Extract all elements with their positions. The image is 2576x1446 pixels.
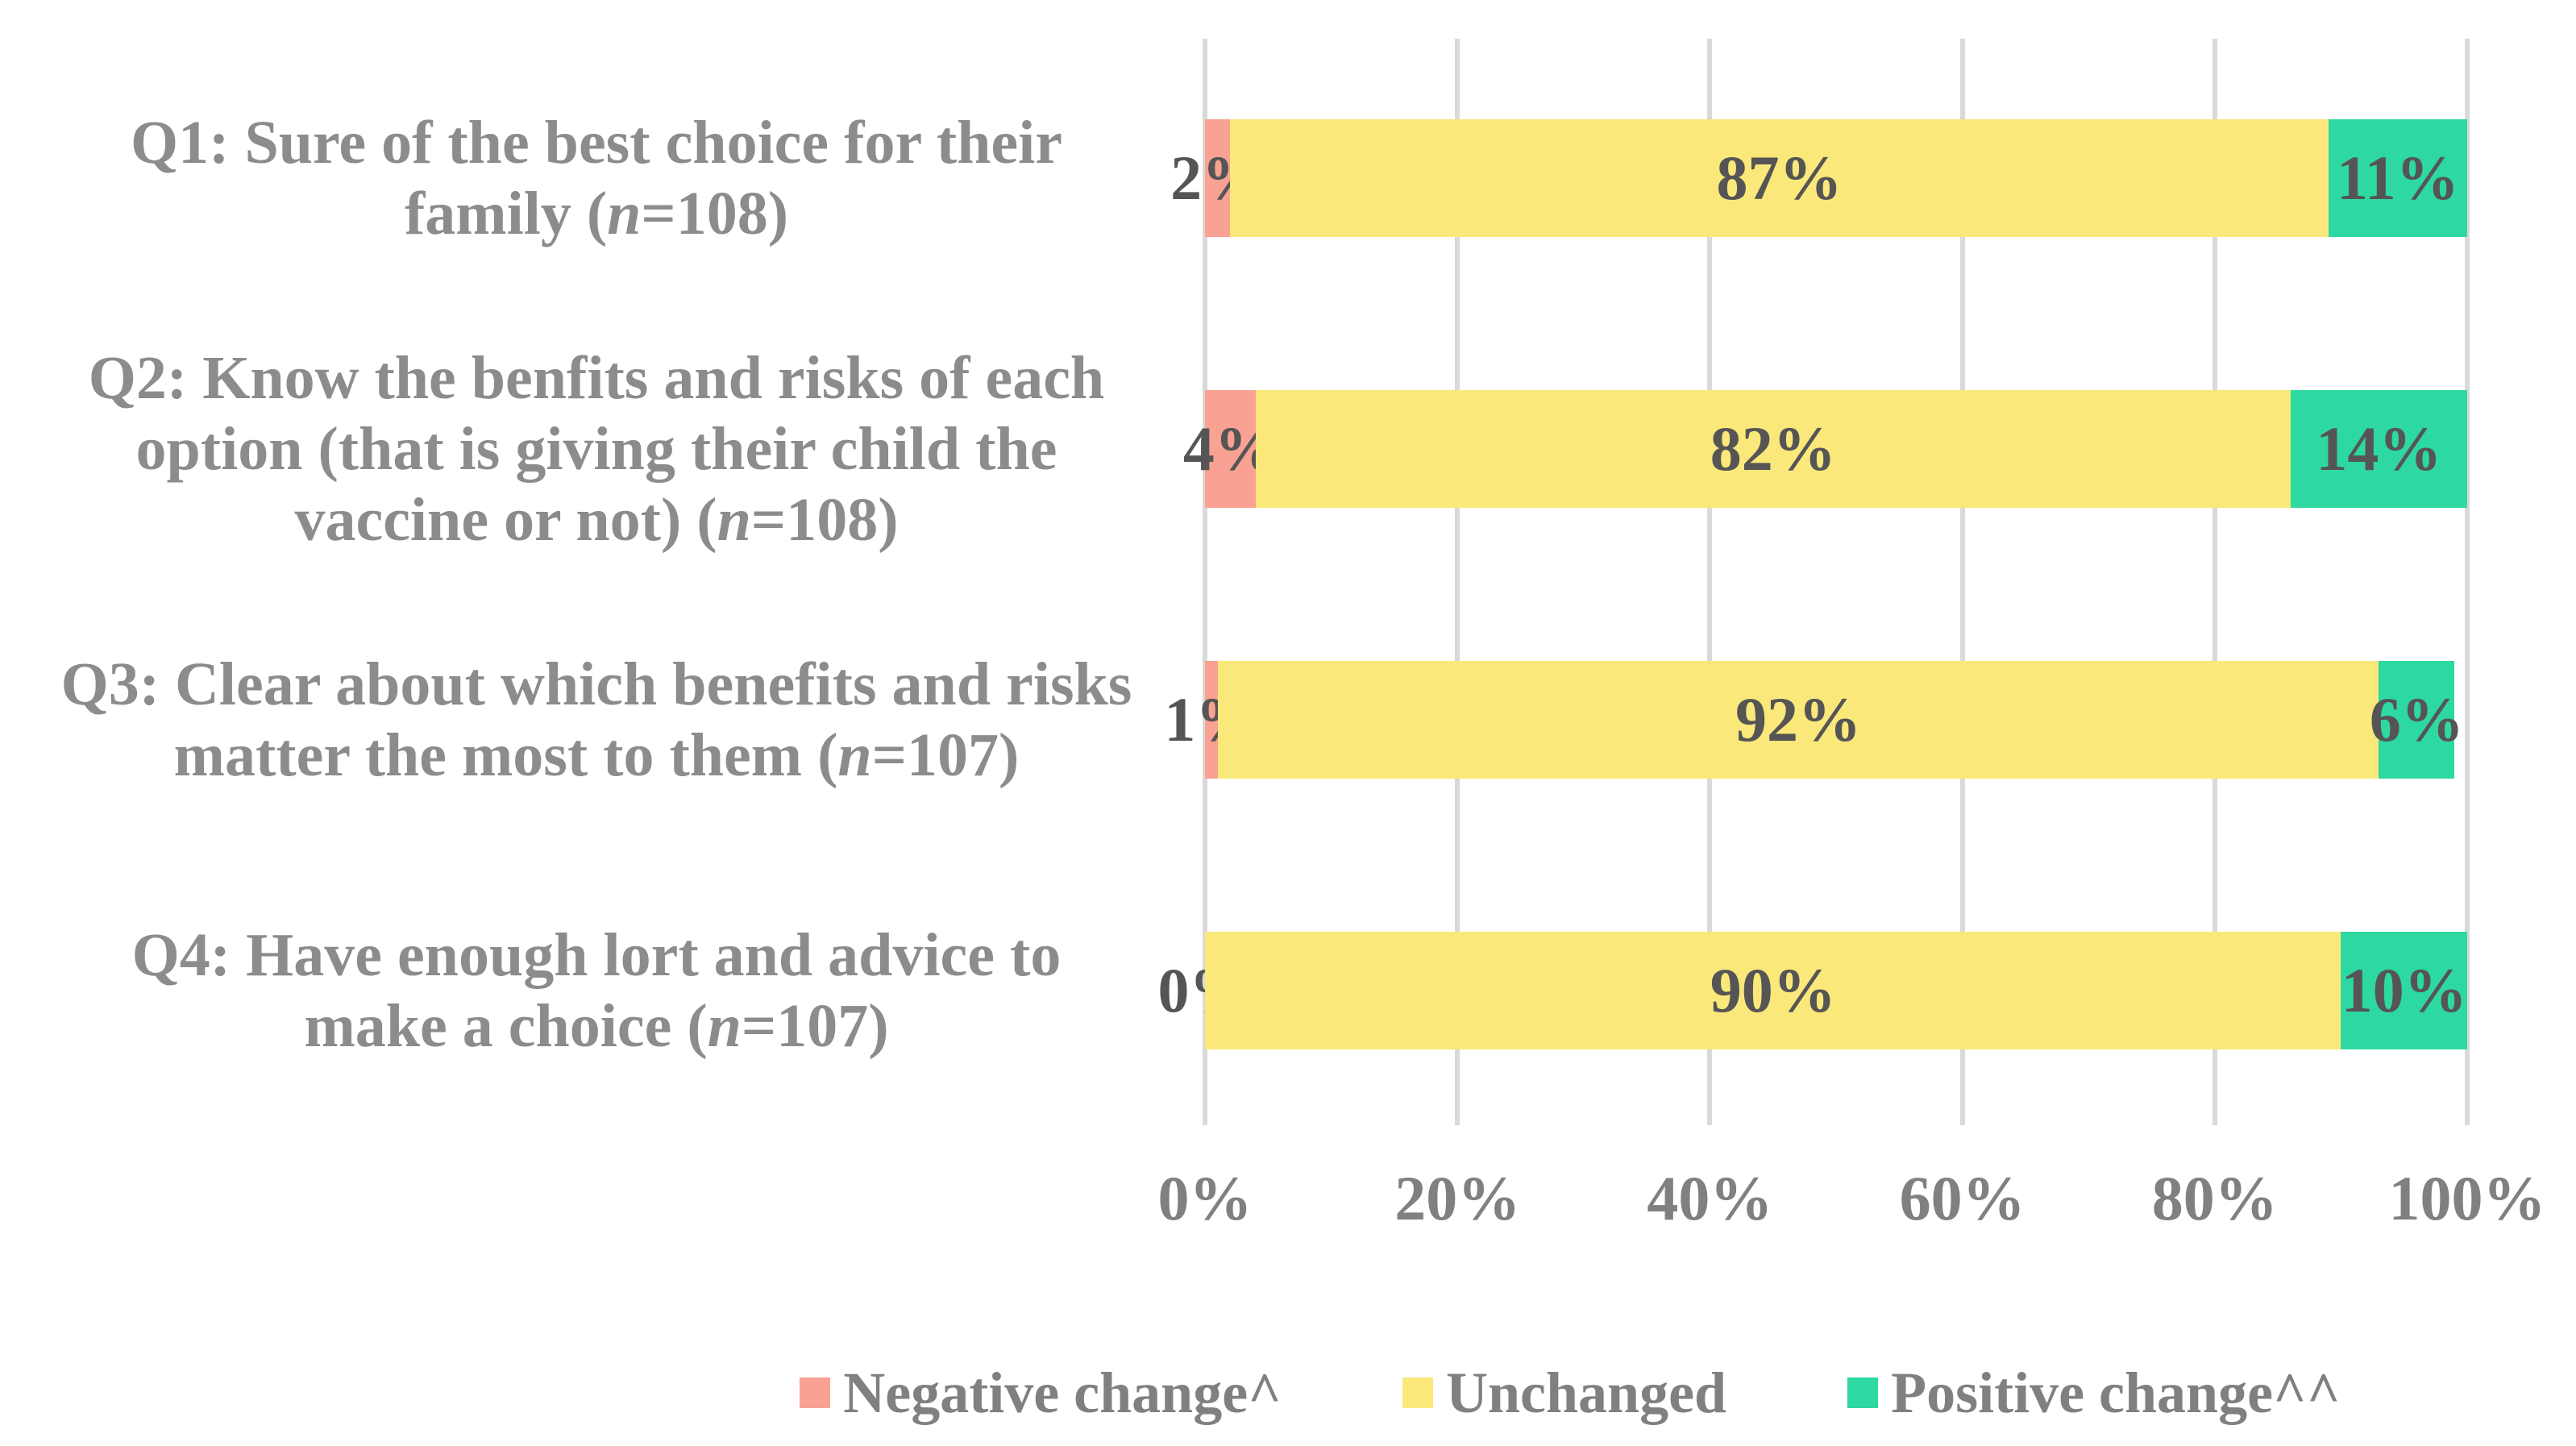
- bar-segment-negative-change-: [1205, 119, 1231, 237]
- category-line: family (n=108): [404, 180, 789, 247]
- legend: Negative change^ Unchanged Positive change…: [564, 1364, 2576, 1422]
- data-label: 14%: [2316, 413, 2442, 484]
- gridline-60%: [1959, 39, 1965, 1125]
- bar-segment-positive-change--: [2379, 661, 2455, 779]
- legend-label: Positive change^^: [1891, 1361, 2341, 1425]
- x-axis-tick-80%: 80%: [2151, 1163, 2278, 1233]
- legend-item-negative-change-: Negative change^: [800, 1364, 1282, 1422]
- data-label: 92%: [1735, 684, 1862, 754]
- legend-item-positive-change--: Positive change^^: [1847, 1364, 2341, 1422]
- gridline-20%: [1455, 39, 1460, 1125]
- legend-marker-icon: [1847, 1377, 1879, 1408]
- bar-segment-unchanged: [1230, 119, 2329, 237]
- bar-segment-unchanged: [1217, 661, 2379, 779]
- legend-marker-icon: [800, 1377, 831, 1408]
- x-axis-tick-40%: 40%: [1647, 1163, 1773, 1233]
- category-line: Q3: Clear about which benefits and risks: [60, 650, 1132, 718]
- data-label: 6%: [2369, 684, 2464, 754]
- x-axis-tick-60%: 60%: [1899, 1163, 2025, 1233]
- category-line: matter the most to them (n=107): [173, 721, 1020, 789]
- bar-segment-positive-change--: [2341, 932, 2467, 1049]
- legend-label: Unchanged: [1446, 1361, 1727, 1425]
- data-label: 11%: [2337, 143, 2459, 213]
- legend-marker-icon: [1402, 1377, 1433, 1408]
- bar-row-q2: 4% 82% 14%: [1183, 390, 2467, 508]
- x-axis-tick-20%: 20%: [1394, 1163, 1521, 1233]
- bar-row-q3: 1% 92% 6%: [1164, 661, 2467, 779]
- data-label: 90%: [1710, 955, 1836, 1025]
- data-label: 87%: [1716, 143, 1843, 213]
- x-axis-tick-0%: 0%: [1157, 1163, 1253, 1233]
- category-line: Q2: Know the benfits and risks of each: [88, 344, 1105, 412]
- data-label: 10%: [2341, 955, 2467, 1025]
- bar-row-q4: 0%90%10%: [1158, 932, 2467, 1049]
- bar-segment-negative-change-: [1205, 390, 1256, 508]
- plot-area: [1203, 39, 2470, 1125]
- bar-segment-positive-change--: [2290, 390, 2467, 508]
- category-line: Q1: Sure of the best choice for their: [131, 109, 1062, 177]
- data-label: 82%: [1710, 413, 1836, 484]
- category-line: option (that is giving their child the: [135, 415, 1057, 483]
- category-line: make a choice (n=107): [304, 992, 889, 1060]
- bar-segment-positive-change--: [2328, 119, 2467, 237]
- bar-segment-negative-change-: [1205, 661, 1218, 779]
- bar-segment-unchanged: [1205, 932, 2341, 1049]
- category-label-q3: Q3: Clear about which benefits and risks…: [32, 649, 1161, 791]
- category-label-q4: Q4: Have enough lort and advice to make a…: [32, 920, 1161, 1062]
- x-axis-tick-100%: 100%: [2388, 1163, 2546, 1233]
- category-label-q2: Q2: Know the benfits and risks of each op…: [32, 343, 1161, 555]
- category-line: Q4: Have enough lort and advice to: [131, 921, 1062, 989]
- gridline-40%: [1707, 39, 1713, 1125]
- legend-label: Negative change^: [843, 1361, 1282, 1425]
- gridline-80%: [2212, 39, 2217, 1125]
- gridline-100%: [2465, 39, 2470, 1125]
- category-line: vaccine or not) (n=108): [294, 486, 899, 554]
- bar-segment-unchanged: [1255, 390, 2291, 508]
- bar-row-q1: 2% 87% 11%: [1170, 119, 2467, 237]
- gridline-0%: [1203, 39, 1207, 1125]
- category-label-q1: Q1: Sure of the best choice for their fam…: [32, 107, 1161, 249]
- legend-item-unchanged: Unchanged: [1402, 1364, 1726, 1422]
